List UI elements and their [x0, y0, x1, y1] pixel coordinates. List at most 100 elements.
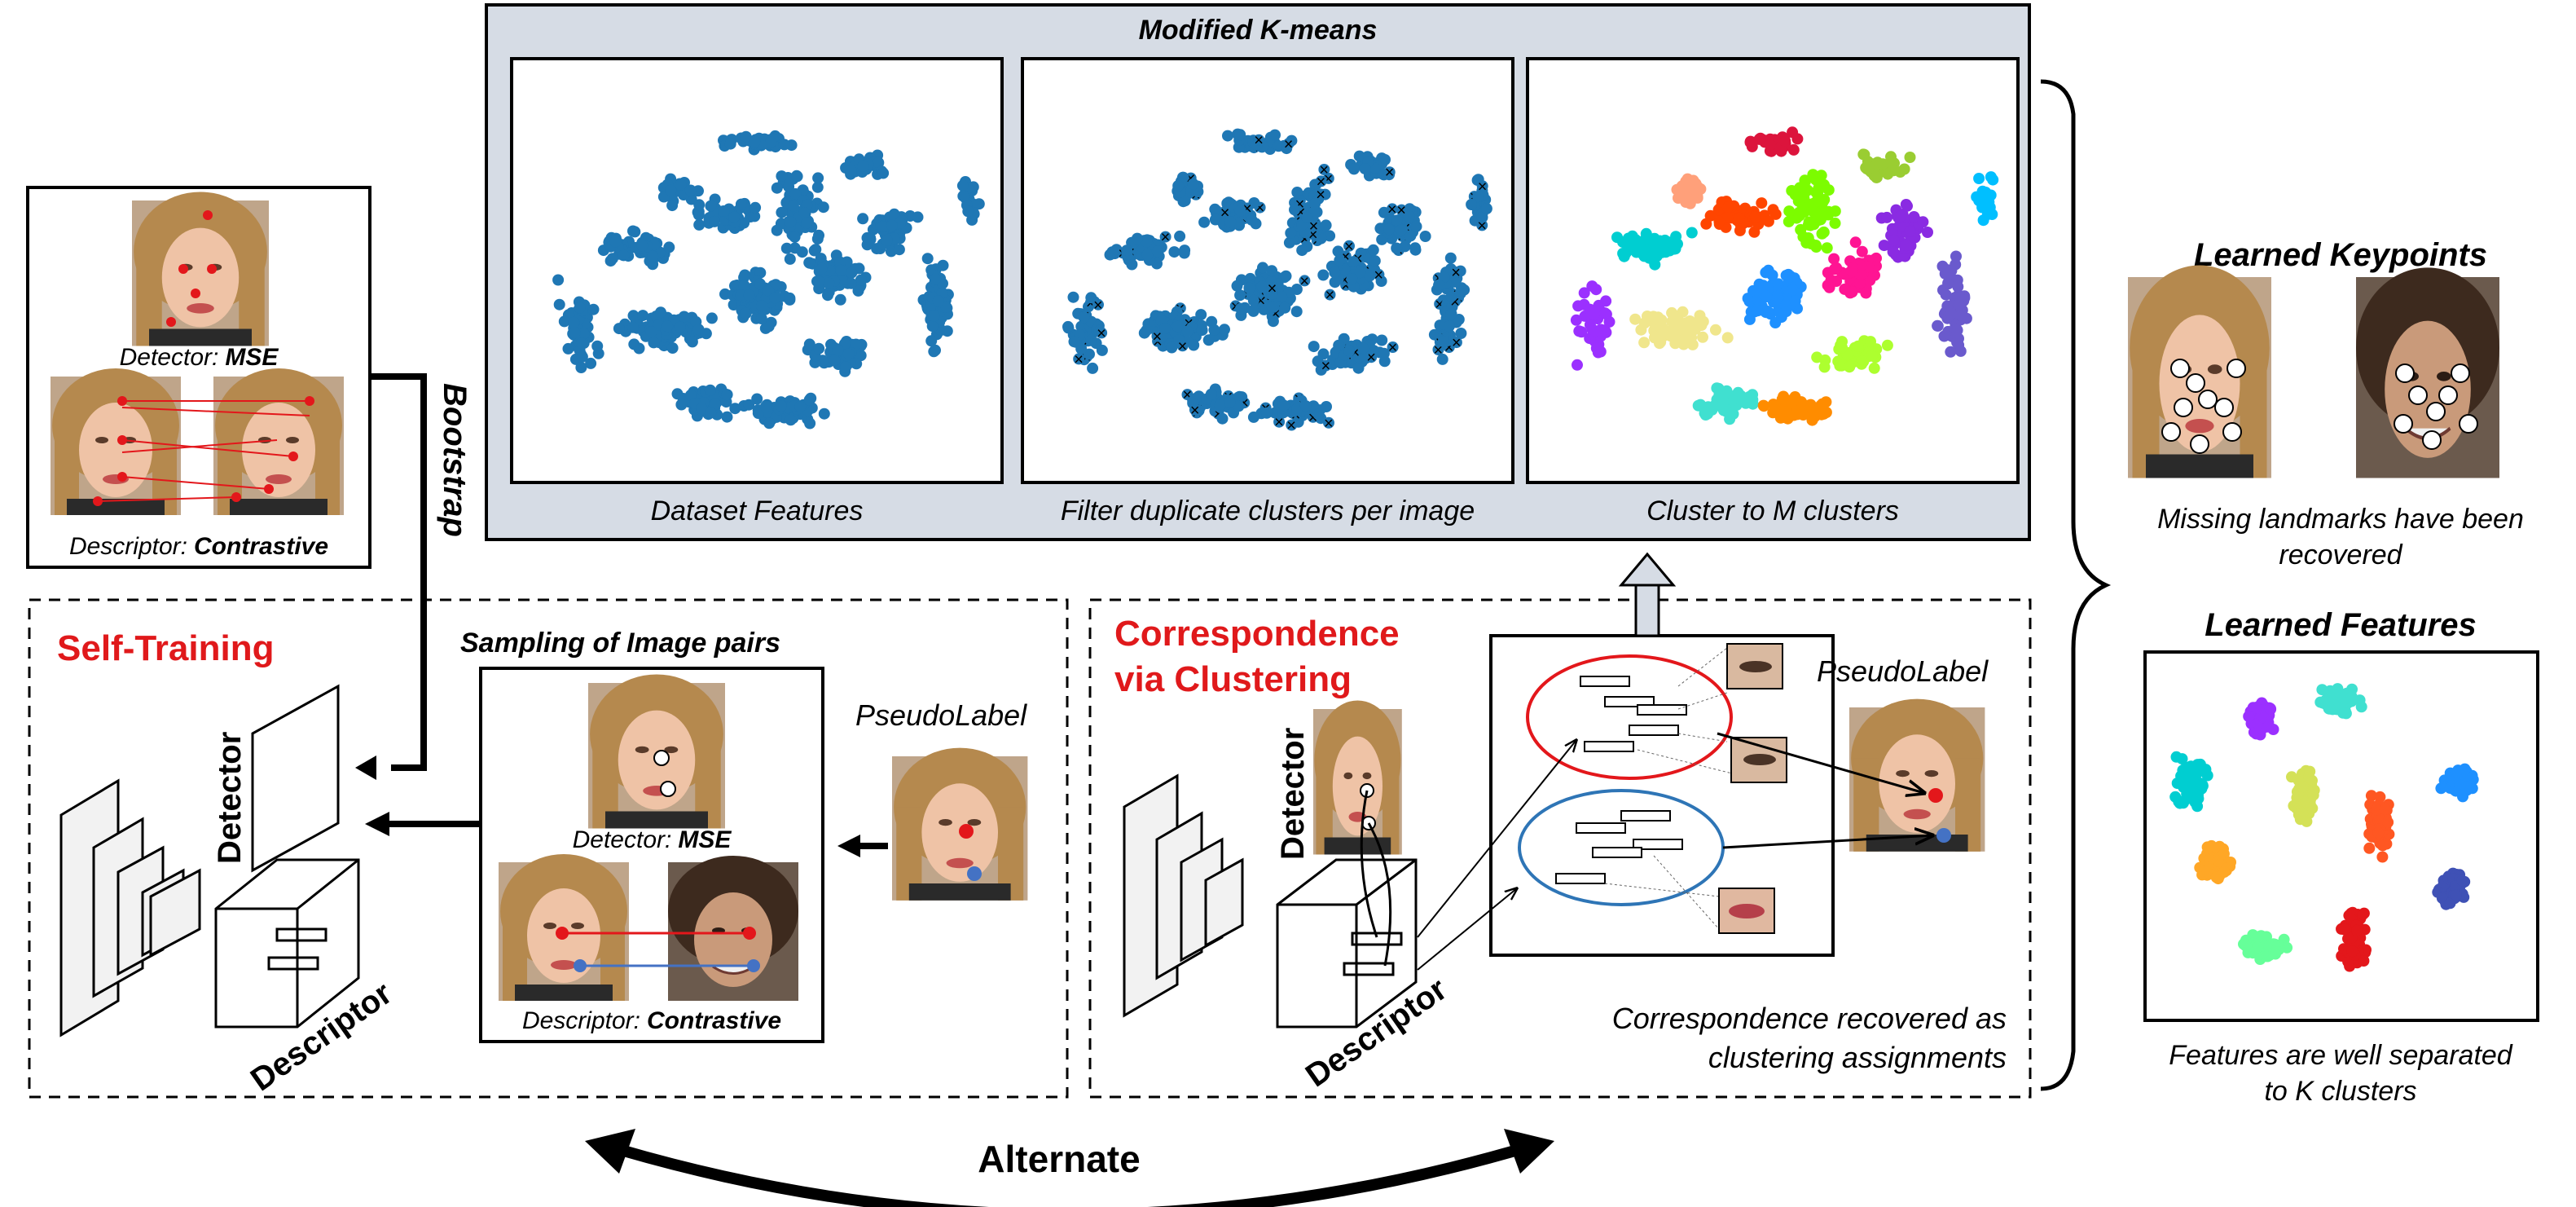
scatter-dot — [813, 275, 825, 288]
scatter-dot — [1433, 279, 1445, 291]
scatter-dot — [1188, 339, 1200, 351]
self-training-box — [28, 598, 1069, 1099]
scatter-dot — [675, 399, 688, 411]
scatter-dot — [823, 286, 835, 298]
scatter-dot — [784, 253, 796, 265]
scatter-dot — [1828, 253, 1840, 265]
scatter-dot — [763, 320, 775, 333]
scatter-dot — [1209, 214, 1221, 226]
filtered-mark: × — [1308, 226, 1318, 244]
scatter-dot — [728, 299, 740, 311]
feature-dot — [2379, 803, 2391, 815]
scatter-dot — [1396, 224, 1408, 236]
scatter-dot — [1792, 195, 1805, 207]
network-stack-icon — [59, 778, 201, 1037]
scatter-dot — [1686, 338, 1699, 350]
scatter-dot — [1476, 180, 1488, 192]
filtered-mark: × — [1444, 339, 1454, 357]
scatter-dot — [1224, 216, 1237, 228]
scatter-dot — [1179, 195, 1191, 207]
scatter-dot — [1822, 280, 1834, 292]
scatter-dot — [1396, 204, 1408, 216]
scatter-dot — [817, 201, 829, 214]
filtered-mark: × — [1451, 264, 1461, 282]
scatter-dot — [1766, 269, 1778, 281]
scatter-dot — [956, 179, 969, 192]
scatter-dot — [1352, 362, 1365, 374]
scatter-dot — [1291, 403, 1303, 415]
scatter-dot — [1699, 407, 1711, 420]
scatter-dot — [1945, 346, 1957, 358]
scatter-dot — [1868, 362, 1880, 374]
filtered-mark: × — [1183, 386, 1193, 404]
scatter-dot — [743, 289, 755, 302]
scatter-dot — [1312, 408, 1325, 421]
filtered-mark: × — [1435, 296, 1444, 314]
scatter-dot — [1085, 334, 1097, 346]
scatter-dot — [1308, 220, 1320, 232]
scatter-dot — [1187, 178, 1199, 190]
scatter-dot — [928, 310, 940, 322]
scatter-dot — [1437, 336, 1449, 348]
feature-dot — [2176, 753, 2188, 765]
filtered-mark: × — [1271, 306, 1281, 324]
scatter-dot — [568, 316, 580, 328]
scatter-dot — [1205, 388, 1217, 400]
scatter-dot — [1195, 309, 1207, 321]
filtered-mark: × — [1366, 349, 1376, 367]
scatter-dot — [1865, 336, 1876, 348]
feature-dot — [2196, 780, 2209, 792]
scatter-dot — [1383, 166, 1396, 178]
scatter-dot — [1285, 227, 1297, 239]
scatter-dot — [1818, 407, 1830, 420]
scatter-dot — [648, 337, 660, 349]
scatter-dot — [1721, 332, 1734, 344]
scatter-dot — [1590, 342, 1602, 355]
scatter-dot — [1986, 209, 1998, 220]
scatter-dot — [1455, 328, 1467, 339]
scatter-dot — [940, 301, 952, 313]
scatter-dot — [1480, 203, 1492, 214]
scatter-dot — [886, 219, 898, 231]
scatter-dot — [1761, 290, 1773, 302]
scatter-dot — [834, 293, 846, 306]
scatter-dot — [1818, 226, 1830, 238]
filtered-mark: × — [1239, 394, 1249, 412]
bootstrap-face-detector — [132, 192, 269, 346]
scatter-dot — [1917, 216, 1929, 228]
scatter-dot — [1589, 325, 1602, 337]
scatter-dot — [1443, 320, 1455, 333]
caption-cluster-m: Cluster to M clusters — [1646, 496, 1899, 526]
scatter-dot — [678, 311, 690, 323]
scatter-dot — [735, 198, 747, 210]
scatter-dot — [1718, 389, 1730, 401]
scatter-dot — [796, 246, 808, 258]
scatter-dot — [1664, 330, 1677, 342]
filtered-mark: × — [1286, 417, 1296, 435]
scatter-dot — [1332, 245, 1344, 258]
scatter-dot — [1626, 230, 1638, 242]
filtered-mark: × — [1074, 350, 1084, 368]
scatter-dot — [789, 231, 801, 243]
scatter-dot — [1404, 230, 1417, 242]
feature-dot — [2456, 874, 2468, 887]
scatter-dot — [1172, 320, 1184, 333]
scatter-dot — [794, 400, 807, 412]
filtered-mark: × — [1344, 238, 1354, 256]
scatter-dot — [1901, 240, 1912, 252]
descriptor-cube-icon — [214, 858, 360, 1029]
feature-dot — [2292, 788, 2305, 800]
feature-dot — [2218, 866, 2231, 878]
scatter-dot — [1323, 416, 1334, 429]
feature-dot — [2202, 842, 2214, 854]
feature-dot — [2351, 924, 2363, 936]
filtered-mark: × — [1319, 161, 1329, 179]
scatter-dot — [857, 160, 869, 172]
scatter-dot — [1178, 247, 1190, 259]
feature-dot — [2243, 711, 2255, 722]
scatter-dot — [1932, 319, 1944, 332]
scatter-dot — [1940, 289, 1952, 301]
scatter-dot — [1347, 256, 1360, 268]
scatter-dot — [1789, 295, 1801, 307]
scatter-dot — [1860, 287, 1872, 299]
